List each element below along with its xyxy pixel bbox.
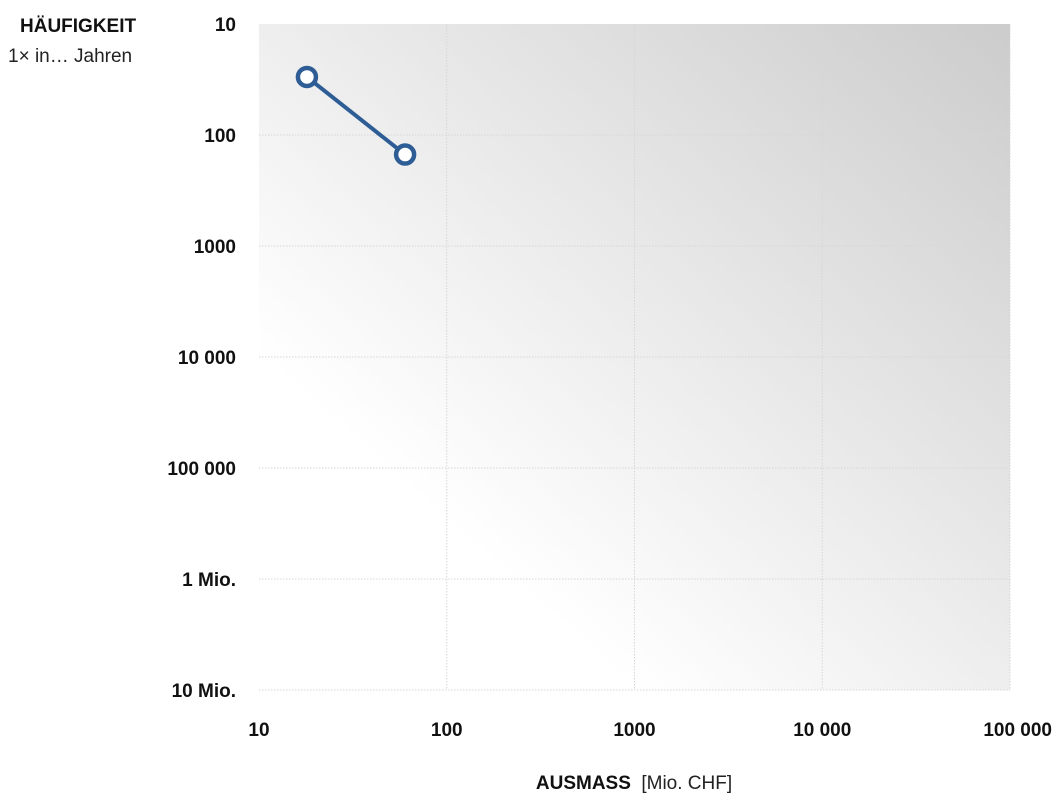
y-tick-labels: 10 100 1000 10 000 100 000 1 Mio. 10 Mio. xyxy=(167,15,236,702)
y-tick-label: 10 Mio. xyxy=(172,681,236,702)
y-tick-label: 1000 xyxy=(194,237,236,258)
y-tick-label: 10 xyxy=(215,15,236,36)
y-tick-label: 10 000 xyxy=(178,348,236,369)
x-tick-labels: 10 100 1000 10 000 100 000 xyxy=(248,720,1052,741)
y-axis-subtitle: 1× in… Jahren xyxy=(8,46,132,67)
x-axis-label: AUSMASS [Mio. CHF] xyxy=(536,773,732,794)
series-line xyxy=(305,75,407,157)
x-axis-unit: [Mio. CHF] xyxy=(641,773,732,794)
x-tick-label: 10 xyxy=(248,720,269,741)
series-layer xyxy=(295,65,417,166)
data-point xyxy=(393,143,417,166)
x-tick-label: 100 xyxy=(431,720,463,741)
data-point xyxy=(295,65,319,89)
y-axis-title: HÄUFIGKEIT xyxy=(20,16,137,37)
y-tick-label: 100 000 xyxy=(167,459,236,480)
x-tick-label: 10 000 xyxy=(793,720,851,741)
y-tick-label: 1 Mio. xyxy=(182,570,236,591)
x-tick-label: 1000 xyxy=(613,720,655,741)
gridlines xyxy=(259,24,1011,691)
x-tick-label: 100 000 xyxy=(983,720,1052,741)
y-tick-label: 100 xyxy=(204,126,236,147)
x-axis-title: AUSMASS xyxy=(536,773,631,794)
